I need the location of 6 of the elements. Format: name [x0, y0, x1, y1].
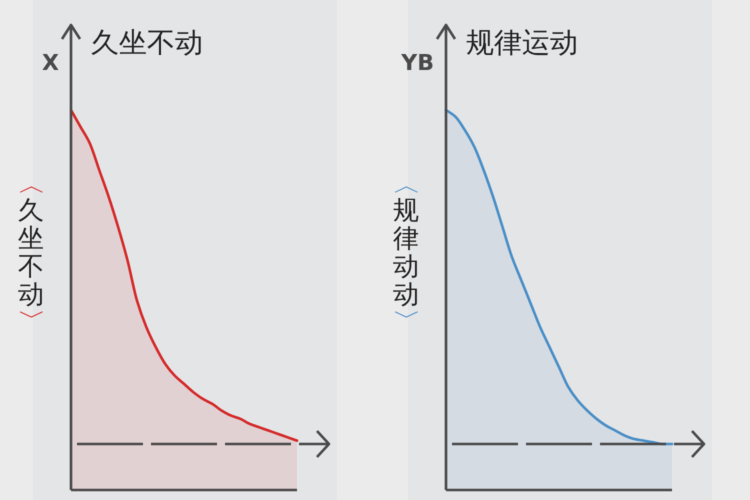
ylabel: 〈规律动动〉 — [390, 170, 420, 334]
text: X — [42, 51, 60, 76]
chart-title: 规律运动 — [466, 26, 578, 59]
text: YB — [400, 51, 434, 76]
ylabel: 〈久坐不动〉 — [15, 170, 45, 334]
chart-title: 久坐不动 — [91, 26, 203, 59]
